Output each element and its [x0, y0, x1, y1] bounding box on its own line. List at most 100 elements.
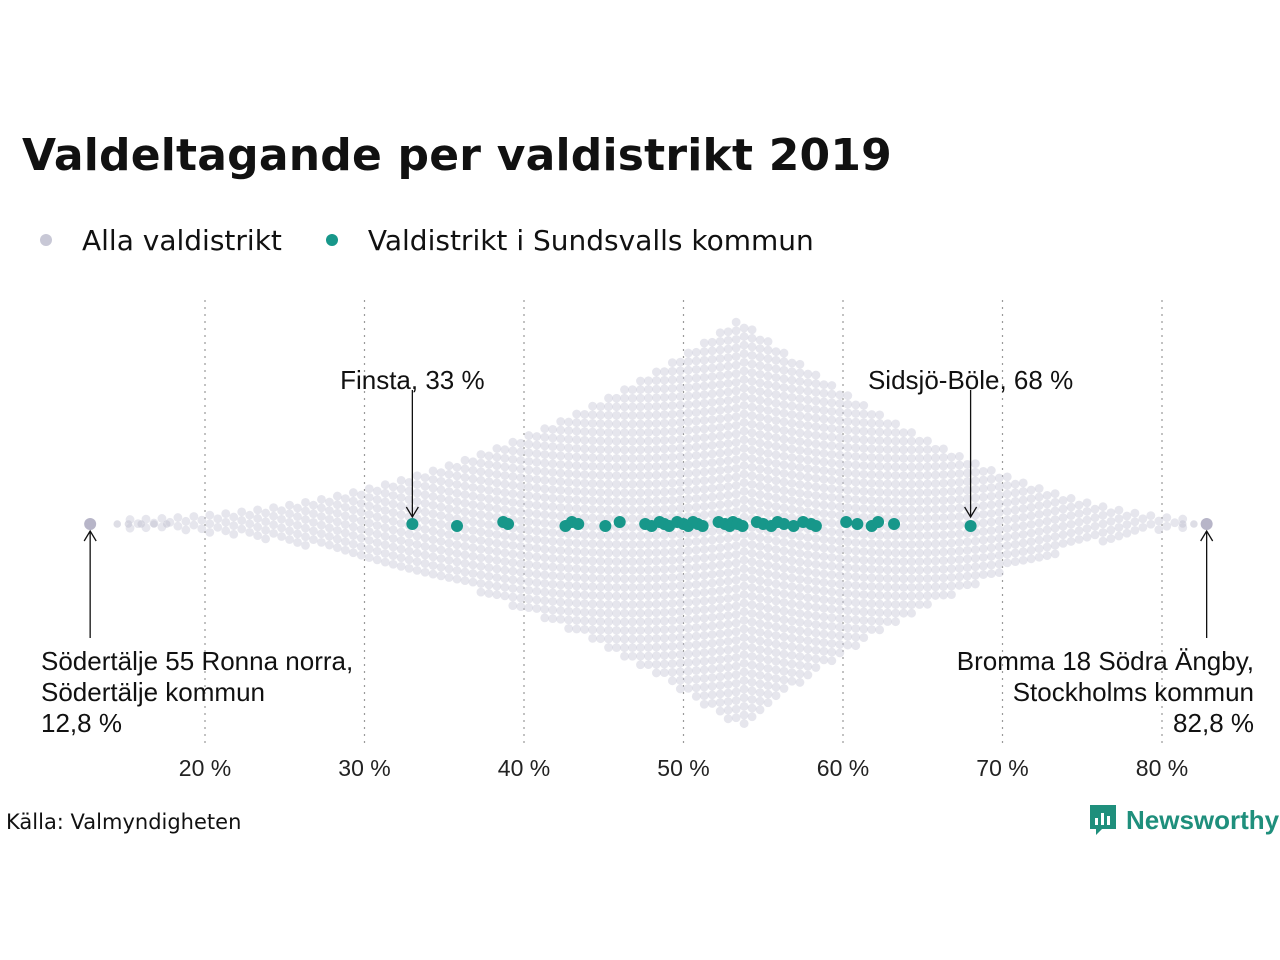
- point-all: [651, 565, 661, 575]
- point-all: [380, 557, 390, 567]
- point-all: [644, 453, 653, 463]
- point-all: [245, 510, 255, 520]
- point-all: [452, 488, 462, 498]
- point-all: [763, 483, 773, 493]
- point-all: [1050, 506, 1060, 516]
- point-all: [779, 649, 789, 659]
- point-all: [596, 513, 605, 523]
- point-all: [779, 357, 789, 367]
- point-all: [859, 547, 869, 557]
- point-all: [931, 556, 940, 566]
- point-all: [388, 534, 398, 543]
- point-all: [811, 568, 821, 578]
- point-all: [372, 546, 382, 556]
- point-all: [907, 539, 916, 549]
- point-all: [675, 426, 685, 436]
- point-all: [787, 496, 797, 506]
- point-all: [524, 560, 534, 569]
- point-all: [636, 505, 645, 515]
- point-all: [340, 537, 350, 547]
- point-all: [476, 544, 486, 554]
- point-all: [492, 452, 502, 462]
- point-all: [612, 565, 621, 575]
- point-all: [532, 526, 542, 536]
- point-all: [915, 488, 924, 498]
- point-all: [628, 445, 637, 455]
- point-all: [931, 444, 940, 454]
- point-all: [556, 597, 566, 607]
- point-all: [731, 592, 741, 602]
- point-all: [524, 474, 534, 483]
- point-all: [332, 508, 342, 518]
- point-all: [986, 560, 996, 570]
- point-all: [508, 558, 518, 567]
- point-all: [771, 381, 781, 391]
- point-local: [872, 516, 885, 528]
- point-all: [763, 681, 773, 690]
- point-all: [811, 620, 821, 629]
- point-all: [827, 441, 837, 451]
- point-all: [221, 509, 231, 519]
- point-all: [691, 433, 701, 443]
- point-all: [1058, 530, 1068, 540]
- point-all: [620, 436, 629, 446]
- point-all: [875, 556, 885, 566]
- point-all: [851, 632, 861, 642]
- point-all: [699, 656, 709, 666]
- point-all: [691, 691, 701, 701]
- point-all: [492, 444, 502, 453]
- point-all: [715, 448, 725, 458]
- point-all: [659, 573, 669, 583]
- point-all: [779, 400, 789, 410]
- point-all: [1058, 521, 1068, 531]
- chart-title: Valdeltagande per valdistrikt 2019: [22, 130, 892, 181]
- point-all: [540, 475, 550, 485]
- point-all: [580, 539, 590, 548]
- point-all: [835, 502, 845, 512]
- point-all: [803, 472, 813, 482]
- point-all: [476, 579, 486, 588]
- point-all: [707, 406, 717, 416]
- point-all: [580, 418, 590, 428]
- point-all: [747, 591, 757, 601]
- point-all: [883, 617, 893, 626]
- point-all: [755, 421, 765, 431]
- point-all: [939, 547, 948, 557]
- point-all: [763, 577, 773, 587]
- point-all: [675, 443, 685, 453]
- point-all: [428, 483, 438, 493]
- point-all: [747, 712, 757, 722]
- point-all: [1170, 518, 1180, 528]
- point-all: [843, 451, 853, 461]
- point-all: [675, 469, 685, 479]
- point-all: [596, 531, 605, 540]
- point-all: [500, 471, 510, 480]
- point-all: [899, 479, 909, 489]
- point-all: [540, 441, 550, 451]
- point-all: [731, 343, 741, 353]
- point-all: [779, 606, 789, 616]
- point-all: [763, 457, 773, 467]
- point-all: [317, 520, 326, 530]
- point-all: [779, 503, 789, 513]
- point-all: [484, 546, 494, 555]
- brand[interactable]: Newsworthy: [1088, 803, 1279, 837]
- point-all: [604, 582, 613, 592]
- point-all: [548, 450, 558, 460]
- point-all: [787, 418, 797, 428]
- point-all: [484, 571, 494, 581]
- point-all: [420, 499, 430, 508]
- point-all: [492, 504, 502, 514]
- point-all: [843, 442, 853, 452]
- point-all: [931, 530, 940, 540]
- point-all: [731, 377, 741, 387]
- point-all: [317, 529, 326, 539]
- point-all: [819, 646, 829, 656]
- point-local: [451, 520, 464, 532]
- point-all: [819, 543, 829, 553]
- point-all: [524, 525, 534, 535]
- point-all: [827, 432, 837, 442]
- point-all: [548, 528, 558, 538]
- point-all: [436, 528, 446, 538]
- x-axis-ticks: 20 % 30 % 40 % 50 % 60 % 70 % 80 %: [179, 755, 1188, 781]
